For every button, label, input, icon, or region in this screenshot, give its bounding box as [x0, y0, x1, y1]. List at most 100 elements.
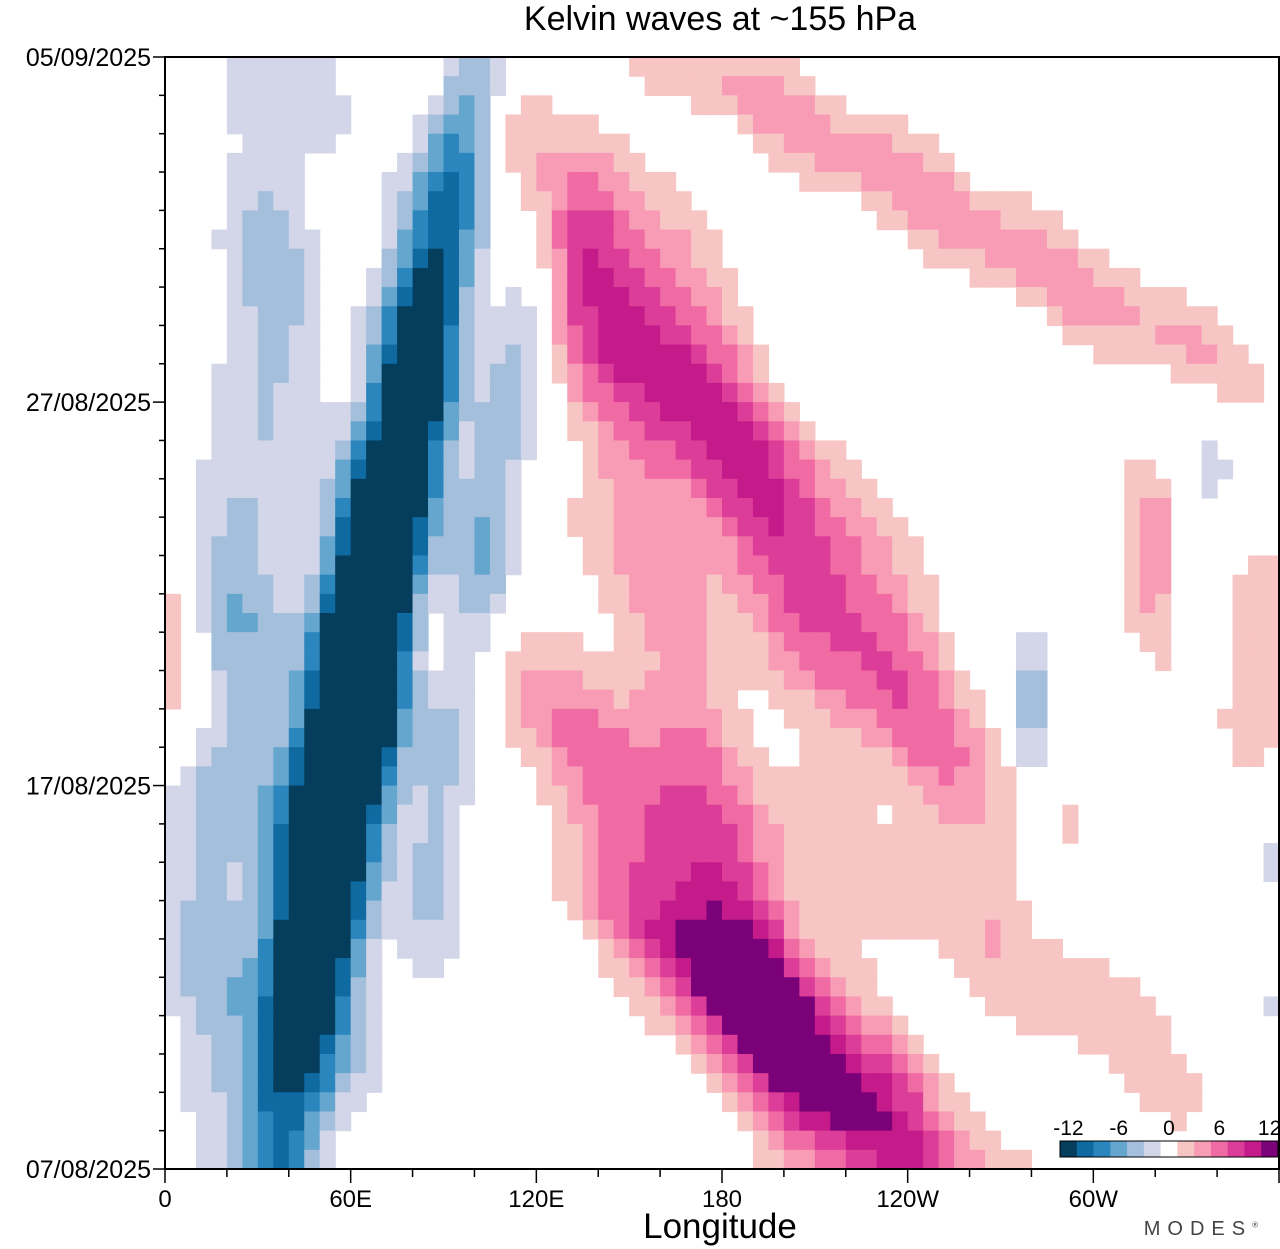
heatmap-cell: [1186, 325, 1203, 346]
heatmap-cell: [876, 517, 893, 537]
heatmap-cell: [505, 133, 522, 154]
heatmap-cell: [582, 881, 599, 902]
heatmap-cell: [520, 363, 537, 384]
heatmap-cell: [737, 363, 754, 384]
heatmap-cell: [520, 114, 537, 135]
heatmap-cell: [938, 1111, 955, 1132]
heatmap-cell: [954, 881, 971, 902]
heatmap-cell: [691, 613, 708, 633]
heatmap-cell: [195, 996, 213, 1017]
heatmap-cell: [412, 919, 429, 940]
heatmap-cell: [954, 1092, 971, 1113]
heatmap-cell: [830, 172, 847, 192]
heatmap-cell: [582, 306, 599, 327]
heatmap-cell: [737, 1015, 754, 1036]
heatmap-cell: [892, 785, 909, 806]
heatmap-cell: [598, 459, 615, 480]
heatmap-cell: [242, 421, 259, 442]
heatmap-cell: [458, 382, 476, 403]
heatmap-cell: [474, 95, 491, 116]
heatmap-cell: [211, 1053, 228, 1074]
heatmap-cell: [629, 344, 646, 365]
heatmap-cell: [613, 478, 630, 499]
heatmap-cell: [892, 191, 909, 211]
heatmap-cell: [783, 977, 800, 998]
heatmap-cell: [691, 651, 708, 672]
heatmap-cell: [366, 766, 383, 787]
heatmap-cell: [629, 172, 646, 192]
heatmap-cell: [691, 536, 708, 557]
heatmap-cell: [814, 172, 831, 192]
heatmap-cell: [304, 402, 321, 422]
heatmap-cell: [551, 248, 568, 269]
heatmap-cell: [752, 344, 770, 365]
heatmap-cell: [830, 593, 847, 614]
heatmap-cell: [644, 804, 661, 825]
heatmap-cell: [397, 287, 414, 307]
heatmap-cell: [907, 804, 924, 825]
heatmap-cell: [985, 766, 1002, 787]
heatmap-cell: [1031, 210, 1048, 231]
heatmap-cell: [644, 172, 661, 192]
heatmap-cell: [752, 919, 770, 940]
heatmap-cell: [551, 766, 568, 787]
heatmap-cell: [598, 536, 615, 557]
heatmap-cell: [613, 900, 630, 921]
colorbar-tick-label: -12: [1053, 1117, 1083, 1140]
heatmap-cell: [675, 344, 692, 365]
heatmap-cell: [319, 517, 336, 537]
heatmap-cell: [706, 287, 723, 307]
heatmap-cell: [861, 574, 878, 595]
heatmap-cell: [1077, 287, 1094, 307]
heatmap-cell: [814, 708, 831, 729]
heatmap-cell: [381, 632, 398, 652]
heatmap-cell: [505, 670, 522, 691]
heatmap-cell: [660, 306, 677, 327]
heatmap-cell: [397, 229, 414, 250]
heatmap-cell: [783, 1053, 800, 1074]
heatmap-cell: [737, 1092, 754, 1113]
heatmap-cell: [273, 382, 290, 403]
heatmap-cell: [892, 689, 909, 710]
heatmap-cell: [1046, 287, 1063, 307]
heatmap-cell: [551, 632, 568, 652]
heatmap-cell: [954, 1111, 971, 1132]
heatmap-cell: [242, 1149, 259, 1170]
heatmap-cell: [350, 306, 367, 327]
heatmap-cell: [257, 76, 274, 96]
heatmap-cell: [752, 938, 770, 959]
heatmap-cell: [1139, 287, 1156, 307]
heatmap-cell: [273, 881, 290, 902]
heatmap-cell: [722, 325, 739, 346]
heatmap-cell: [845, 497, 862, 518]
heatmap-cell: [366, 593, 383, 614]
heatmap-cell: [273, 1130, 290, 1151]
heatmap-cell: [861, 114, 878, 135]
heatmap-cell: [861, 804, 878, 825]
heatmap-cell: [335, 517, 352, 537]
heatmap-cell: [1000, 248, 1017, 269]
heatmap-cell: [304, 785, 321, 806]
heatmap-cell: [969, 958, 986, 978]
heatmap-cell: [675, 613, 692, 633]
heatmap-cell: [412, 248, 429, 269]
heatmap-cell: [1000, 996, 1017, 1017]
heatmap-cell: [273, 363, 290, 384]
heatmap-cell: [304, 1111, 321, 1132]
heatmap-cell: [335, 555, 352, 576]
heatmap-cell: [722, 440, 739, 461]
heatmap-cell: [598, 172, 615, 192]
heatmap-cell: [613, 670, 630, 691]
heatmap-cell: [582, 843, 599, 863]
heatmap-cell: [1232, 708, 1249, 729]
heatmap-cell: [799, 114, 816, 135]
heatmap-cell: [861, 1092, 878, 1113]
heatmap-cell: [242, 823, 259, 844]
heatmap-cell: [1077, 325, 1094, 346]
heatmap-cell: [397, 919, 414, 940]
heatmap-cell: [876, 670, 893, 691]
heatmap-cell: [1232, 670, 1249, 691]
heatmap-cell: [350, 440, 367, 461]
heatmap-cell: [892, 133, 909, 154]
heatmap-cell: [288, 95, 305, 116]
